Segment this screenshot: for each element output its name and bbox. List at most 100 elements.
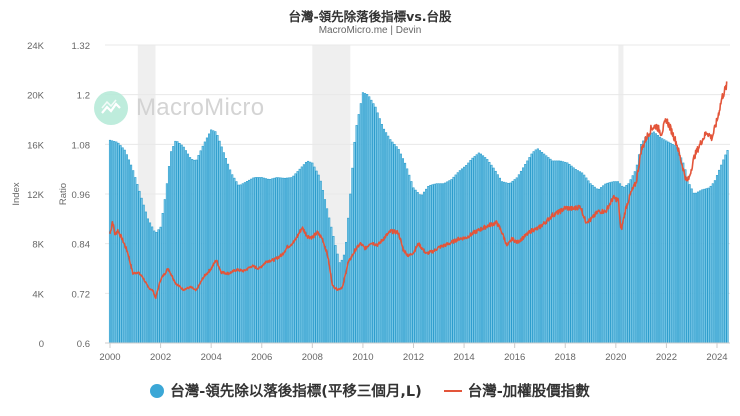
bar <box>591 185 594 344</box>
bar <box>446 181 449 344</box>
chart-legend: 台灣-領先除以落後指標(平移三個月,L) 台灣-加權股價指數 <box>0 380 740 401</box>
bar <box>292 175 295 344</box>
bar <box>724 154 727 344</box>
bar <box>374 106 377 344</box>
bar <box>165 183 168 344</box>
bar <box>148 222 152 344</box>
bar <box>642 140 645 344</box>
bar <box>347 217 350 344</box>
bar <box>694 192 697 344</box>
bar <box>646 135 649 344</box>
bar <box>699 190 702 344</box>
y-right-tick-label: 0.84 <box>72 240 91 251</box>
legend-circle-icon <box>150 383 165 398</box>
bar <box>248 179 251 344</box>
x-tick-label: 2014 <box>454 352 475 363</box>
bar <box>393 144 396 344</box>
bar <box>465 165 468 344</box>
x-tick-label: 2024 <box>706 352 727 363</box>
bar <box>130 164 133 344</box>
bar <box>163 199 166 344</box>
bar <box>690 188 693 344</box>
bar <box>429 184 432 344</box>
legend-item-taiex[interactable]: 台灣-加權股價指數 <box>443 380 590 401</box>
bar <box>635 164 638 344</box>
bar <box>663 139 666 344</box>
bar <box>159 226 162 344</box>
legend-item-leading-lagging-ratio[interactable]: 台灣-領先除以落後指標(平移三個月,L) <box>150 380 422 401</box>
bar <box>688 184 691 344</box>
bar <box>328 217 331 344</box>
bar <box>410 181 413 344</box>
bar <box>574 169 577 344</box>
bar <box>627 183 630 344</box>
bar <box>416 192 419 344</box>
bar <box>212 130 215 344</box>
bar <box>319 180 322 344</box>
bar <box>682 162 685 344</box>
bar <box>500 181 504 344</box>
bar <box>218 140 221 344</box>
bar <box>189 157 192 344</box>
bar <box>538 150 542 344</box>
bar <box>233 177 236 344</box>
x-tick-label: 2010 <box>352 352 373 363</box>
bar <box>505 182 508 344</box>
bar <box>463 166 466 344</box>
bar <box>570 165 573 344</box>
bar <box>425 188 428 344</box>
bar <box>528 157 531 344</box>
bar <box>281 177 284 344</box>
bar <box>515 177 518 344</box>
x-tick-label: 2004 <box>201 352 222 363</box>
y-right-tick-label: 1.08 <box>72 140 91 151</box>
bar <box>673 145 676 344</box>
bar <box>229 169 232 344</box>
bar <box>309 161 312 344</box>
bar <box>467 162 470 344</box>
bar <box>541 151 544 344</box>
bar <box>564 161 567 344</box>
bar <box>178 142 181 344</box>
bar <box>254 177 257 344</box>
bar <box>439 183 442 344</box>
bar <box>572 167 575 344</box>
bar <box>581 172 584 344</box>
bar <box>184 150 187 344</box>
bar <box>612 181 615 344</box>
bar <box>452 176 455 344</box>
bar <box>349 193 352 344</box>
bar <box>378 118 381 344</box>
bar <box>420 194 423 344</box>
x-tick-label: 2006 <box>251 352 272 363</box>
bar <box>414 189 417 344</box>
watermark-text: MacroMicro <box>136 94 265 121</box>
bar <box>115 141 118 344</box>
y-left-tick-label: 8K <box>32 240 44 251</box>
bar <box>153 230 156 344</box>
legend-label: 台灣-加權股價指數 <box>467 384 590 400</box>
x-tick-label: 2022 <box>656 352 677 363</box>
bar <box>241 183 244 344</box>
bar <box>315 170 318 344</box>
bar <box>543 153 546 344</box>
bar <box>186 153 190 344</box>
bar <box>355 125 358 344</box>
bar <box>659 136 662 344</box>
bar <box>488 161 491 344</box>
bar <box>332 236 335 344</box>
x-tick-label: 2016 <box>504 352 525 363</box>
y-left-tick-label: 20K <box>27 91 45 102</box>
bar <box>216 135 219 344</box>
bar <box>239 184 242 344</box>
bar <box>701 189 704 344</box>
bar <box>353 141 356 344</box>
bar <box>456 172 459 344</box>
bar <box>361 92 364 344</box>
bar <box>174 140 177 344</box>
bar <box>224 158 227 344</box>
bar <box>720 164 723 344</box>
bar <box>604 183 607 344</box>
y-right-tick-label: 1.32 <box>72 41 91 52</box>
